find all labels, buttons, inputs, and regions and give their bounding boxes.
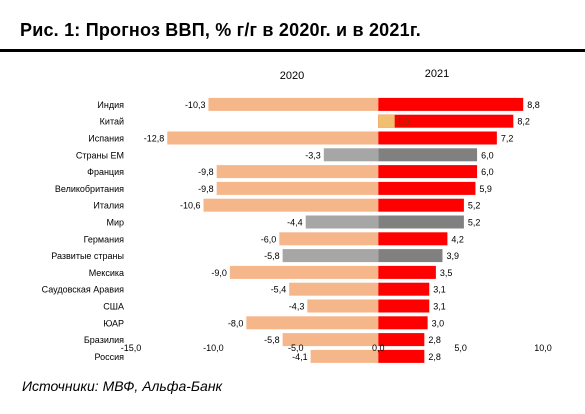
bar-2021 bbox=[378, 181, 476, 195]
bar-2021 bbox=[378, 97, 524, 111]
data-label-2021: 3,1 bbox=[433, 285, 446, 295]
category-label: Индия bbox=[97, 100, 124, 110]
data-label-2020: -9,8 bbox=[198, 184, 214, 194]
category-label: Саудовская Аравия bbox=[42, 285, 124, 295]
category-label: Бразилия bbox=[84, 335, 124, 345]
category-label: Великобритания bbox=[55, 184, 124, 194]
bar-2021 bbox=[378, 131, 497, 145]
data-label-2020: -8,0 bbox=[228, 318, 244, 328]
bar-2020 bbox=[246, 316, 379, 330]
bar-2020 bbox=[229, 265, 379, 279]
gdp-forecast-chart: 2020 2021 Индия -10,3 8,8 Китай 1,0 8,2 Испания -… bbox=[42, 68, 552, 363]
bar-2021 bbox=[378, 114, 514, 128]
x-tick-label: -5,0 bbox=[288, 343, 304, 353]
bar-2020 bbox=[282, 333, 379, 347]
data-label-2021: 2,8 bbox=[428, 352, 441, 362]
data-label-2021: 3,5 bbox=[440, 268, 453, 278]
x-tick-label: -10,0 bbox=[203, 343, 224, 353]
data-label-2021: 8,8 bbox=[527, 100, 540, 110]
data-label-2021: 4,2 bbox=[451, 234, 464, 244]
data-label-2021: 5,2 bbox=[468, 218, 481, 228]
bar-2020 bbox=[378, 114, 395, 128]
series-header-2021: 2021 bbox=[425, 68, 449, 80]
data-label-2021: 6,0 bbox=[481, 150, 494, 160]
bar-2021 bbox=[378, 249, 443, 263]
x-tick-label: 0,0 bbox=[372, 343, 385, 353]
bar-2021 bbox=[378, 299, 430, 313]
category-label: Мир bbox=[106, 218, 124, 228]
data-label-2020: -5,8 bbox=[264, 335, 280, 345]
source-note: Источники: МВФ, Альфа-Банк bbox=[22, 378, 223, 394]
bar-2020 bbox=[307, 299, 379, 313]
bar-2020 bbox=[289, 282, 379, 296]
category-label: Россия bbox=[94, 352, 124, 362]
bar-2020 bbox=[305, 215, 379, 229]
series-header-2020: 2020 bbox=[280, 70, 304, 82]
data-label-2020: -5,4 bbox=[271, 285, 287, 295]
bar-2020 bbox=[216, 165, 379, 179]
data-label-2020: -4,3 bbox=[289, 302, 305, 312]
chart-title: Рис. 1: Прогноз ВВП, % г/г в 2020г. и в … bbox=[20, 20, 421, 40]
category-label: США bbox=[103, 302, 124, 312]
bar-2020 bbox=[203, 198, 379, 212]
bar-2021 bbox=[378, 265, 436, 279]
data-label-2020: -3,3 bbox=[305, 150, 321, 160]
data-label-2021: 3,9 bbox=[446, 251, 459, 261]
bar-2021 bbox=[378, 148, 478, 162]
bar-2020 bbox=[216, 181, 379, 195]
bar-2020 bbox=[323, 148, 379, 162]
data-label-2020: -10,3 bbox=[185, 100, 206, 110]
data-label-2020: -6,0 bbox=[261, 234, 277, 244]
data-label-2020: -4,1 bbox=[292, 352, 308, 362]
data-label-2021: 7,2 bbox=[501, 134, 514, 144]
title-rule bbox=[0, 49, 585, 52]
bar-2021 bbox=[378, 165, 478, 179]
data-label-2020: -5,8 bbox=[264, 251, 280, 261]
data-label-2021: 5,9 bbox=[479, 184, 492, 194]
data-label-2021: 2,8 bbox=[428, 335, 441, 345]
data-label-2020: -4,4 bbox=[287, 218, 303, 228]
bar-2021 bbox=[378, 282, 430, 296]
data-label-2020: -9,8 bbox=[198, 167, 214, 177]
category-label: Испания bbox=[88, 134, 124, 144]
bar-2020 bbox=[282, 249, 379, 263]
category-label: Мексика bbox=[89, 268, 124, 278]
bar-2021 bbox=[378, 215, 464, 229]
x-tick-label: 10,0 bbox=[534, 343, 552, 353]
data-label-2020: -10,6 bbox=[180, 201, 201, 211]
bar-2021 bbox=[378, 232, 448, 246]
category-label: Развитые страны bbox=[51, 251, 124, 261]
data-label-2020: -12,8 bbox=[144, 134, 165, 144]
bar-2020 bbox=[279, 232, 379, 246]
x-tick-label: 5,0 bbox=[454, 343, 467, 353]
data-label-2021: 5,2 bbox=[468, 201, 481, 211]
bar-2021 bbox=[378, 333, 425, 347]
data-label-2021: 3,0 bbox=[432, 318, 445, 328]
bar-2020 bbox=[310, 349, 379, 363]
bar-2021 bbox=[378, 198, 464, 212]
category-label: ЮАР bbox=[103, 318, 124, 328]
bar-2020 bbox=[167, 131, 379, 145]
data-label-2020: -9,0 bbox=[211, 268, 227, 278]
data-label-2021: 8,2 bbox=[517, 117, 530, 127]
data-label-2020: 1,0 bbox=[397, 117, 410, 127]
category-label: Франция bbox=[87, 167, 124, 177]
data-label-2021: 3,1 bbox=[433, 302, 446, 312]
bar-2021 bbox=[378, 349, 425, 363]
category-label: Страны ЕМ bbox=[76, 150, 124, 160]
data-label-2021: 6,0 bbox=[481, 167, 494, 177]
bar-2021 bbox=[378, 316, 428, 330]
bar-2020 bbox=[208, 97, 379, 111]
x-tick-label: -15,0 bbox=[121, 343, 142, 353]
category-label: Германия bbox=[84, 234, 124, 244]
category-label: Китай bbox=[100, 117, 124, 127]
category-label: Италия bbox=[93, 201, 124, 211]
